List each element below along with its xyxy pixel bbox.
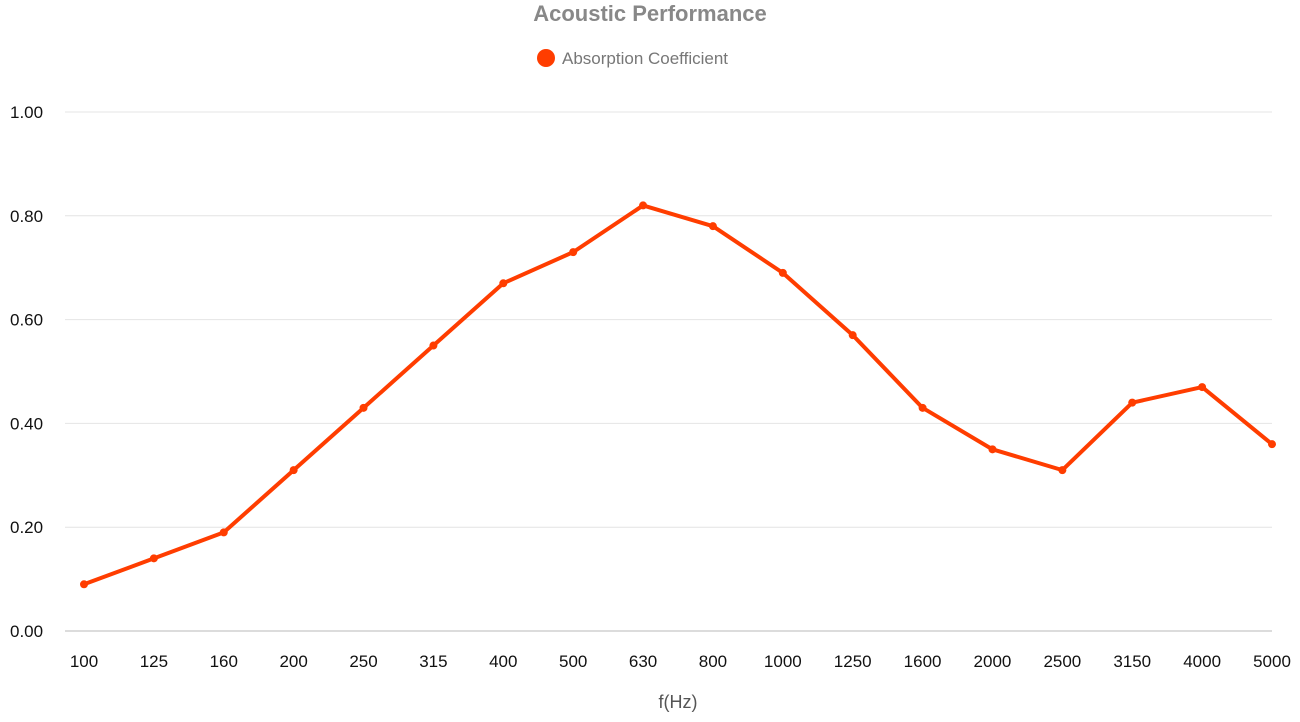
x-tick-label: 200 (279, 652, 307, 671)
x-axis-ticks: 100 125 160 200 250 315 400 500 630 800 1000 1250 16… (70, 652, 1291, 671)
data-point[interactable] (1128, 398, 1137, 407)
data-point[interactable] (988, 445, 997, 454)
data-point[interactable] (918, 403, 927, 412)
data-point[interactable] (429, 341, 438, 350)
legend-marker (537, 49, 555, 67)
x-tick-label: 160 (210, 652, 238, 671)
y-tick-label: 0.60 (10, 311, 43, 330)
data-point[interactable] (149, 554, 158, 563)
y-tick-label: 0.00 (10, 622, 43, 641)
data-point[interactable] (848, 331, 857, 340)
data-point[interactable] (219, 528, 228, 537)
series-line (82, 203, 1274, 587)
data-point[interactable] (499, 279, 508, 288)
x-tick-label: 250 (349, 652, 377, 671)
x-tick-label: 2000 (974, 652, 1012, 671)
x-tick-label: 5000 (1253, 652, 1291, 671)
data-point[interactable] (708, 222, 717, 231)
data-point[interactable] (778, 268, 787, 277)
series-absorption-coefficient (80, 201, 1276, 589)
x-tick-label: 2500 (1043, 652, 1081, 671)
data-point[interactable] (1198, 383, 1207, 392)
x-tick-label: 630 (629, 652, 657, 671)
x-axis-label: f(Hz) (659, 692, 698, 712)
x-tick-label: 125 (140, 652, 168, 671)
x-tick-label: 1250 (834, 652, 872, 671)
grid-lines (65, 111, 1272, 632)
y-tick-label: 0.40 (10, 414, 43, 433)
y-tick-label: 0.80 (10, 207, 43, 226)
x-tick-label: 800 (699, 652, 727, 671)
data-point[interactable] (569, 248, 578, 257)
data-point[interactable] (289, 466, 298, 475)
data-point[interactable] (359, 403, 368, 412)
data-point[interactable] (1268, 440, 1276, 449)
legend-label: Absorption Coefficient (562, 49, 728, 68)
data-point[interactable] (639, 201, 648, 210)
chart-title: Acoustic Performance (533, 1, 767, 26)
x-tick-label: 1000 (764, 652, 802, 671)
y-tick-label: 0.20 (10, 518, 43, 537)
legend[interactable]: Absorption Coefficient (537, 49, 728, 68)
x-tick-label: 400 (489, 652, 517, 671)
x-tick-label: 4000 (1183, 652, 1221, 671)
data-point[interactable] (1058, 466, 1067, 475)
x-tick-label: 315 (419, 652, 447, 671)
y-tick-label: 1.00 (10, 103, 43, 122)
x-tick-label: 3150 (1113, 652, 1151, 671)
x-tick-label: 100 (70, 652, 98, 671)
x-tick-label: 500 (559, 652, 587, 671)
data-point[interactable] (80, 580, 88, 589)
x-tick-label: 1600 (904, 652, 942, 671)
y-axis-ticks: 0.00 0.20 0.40 0.60 0.80 1.00 (10, 103, 43, 641)
